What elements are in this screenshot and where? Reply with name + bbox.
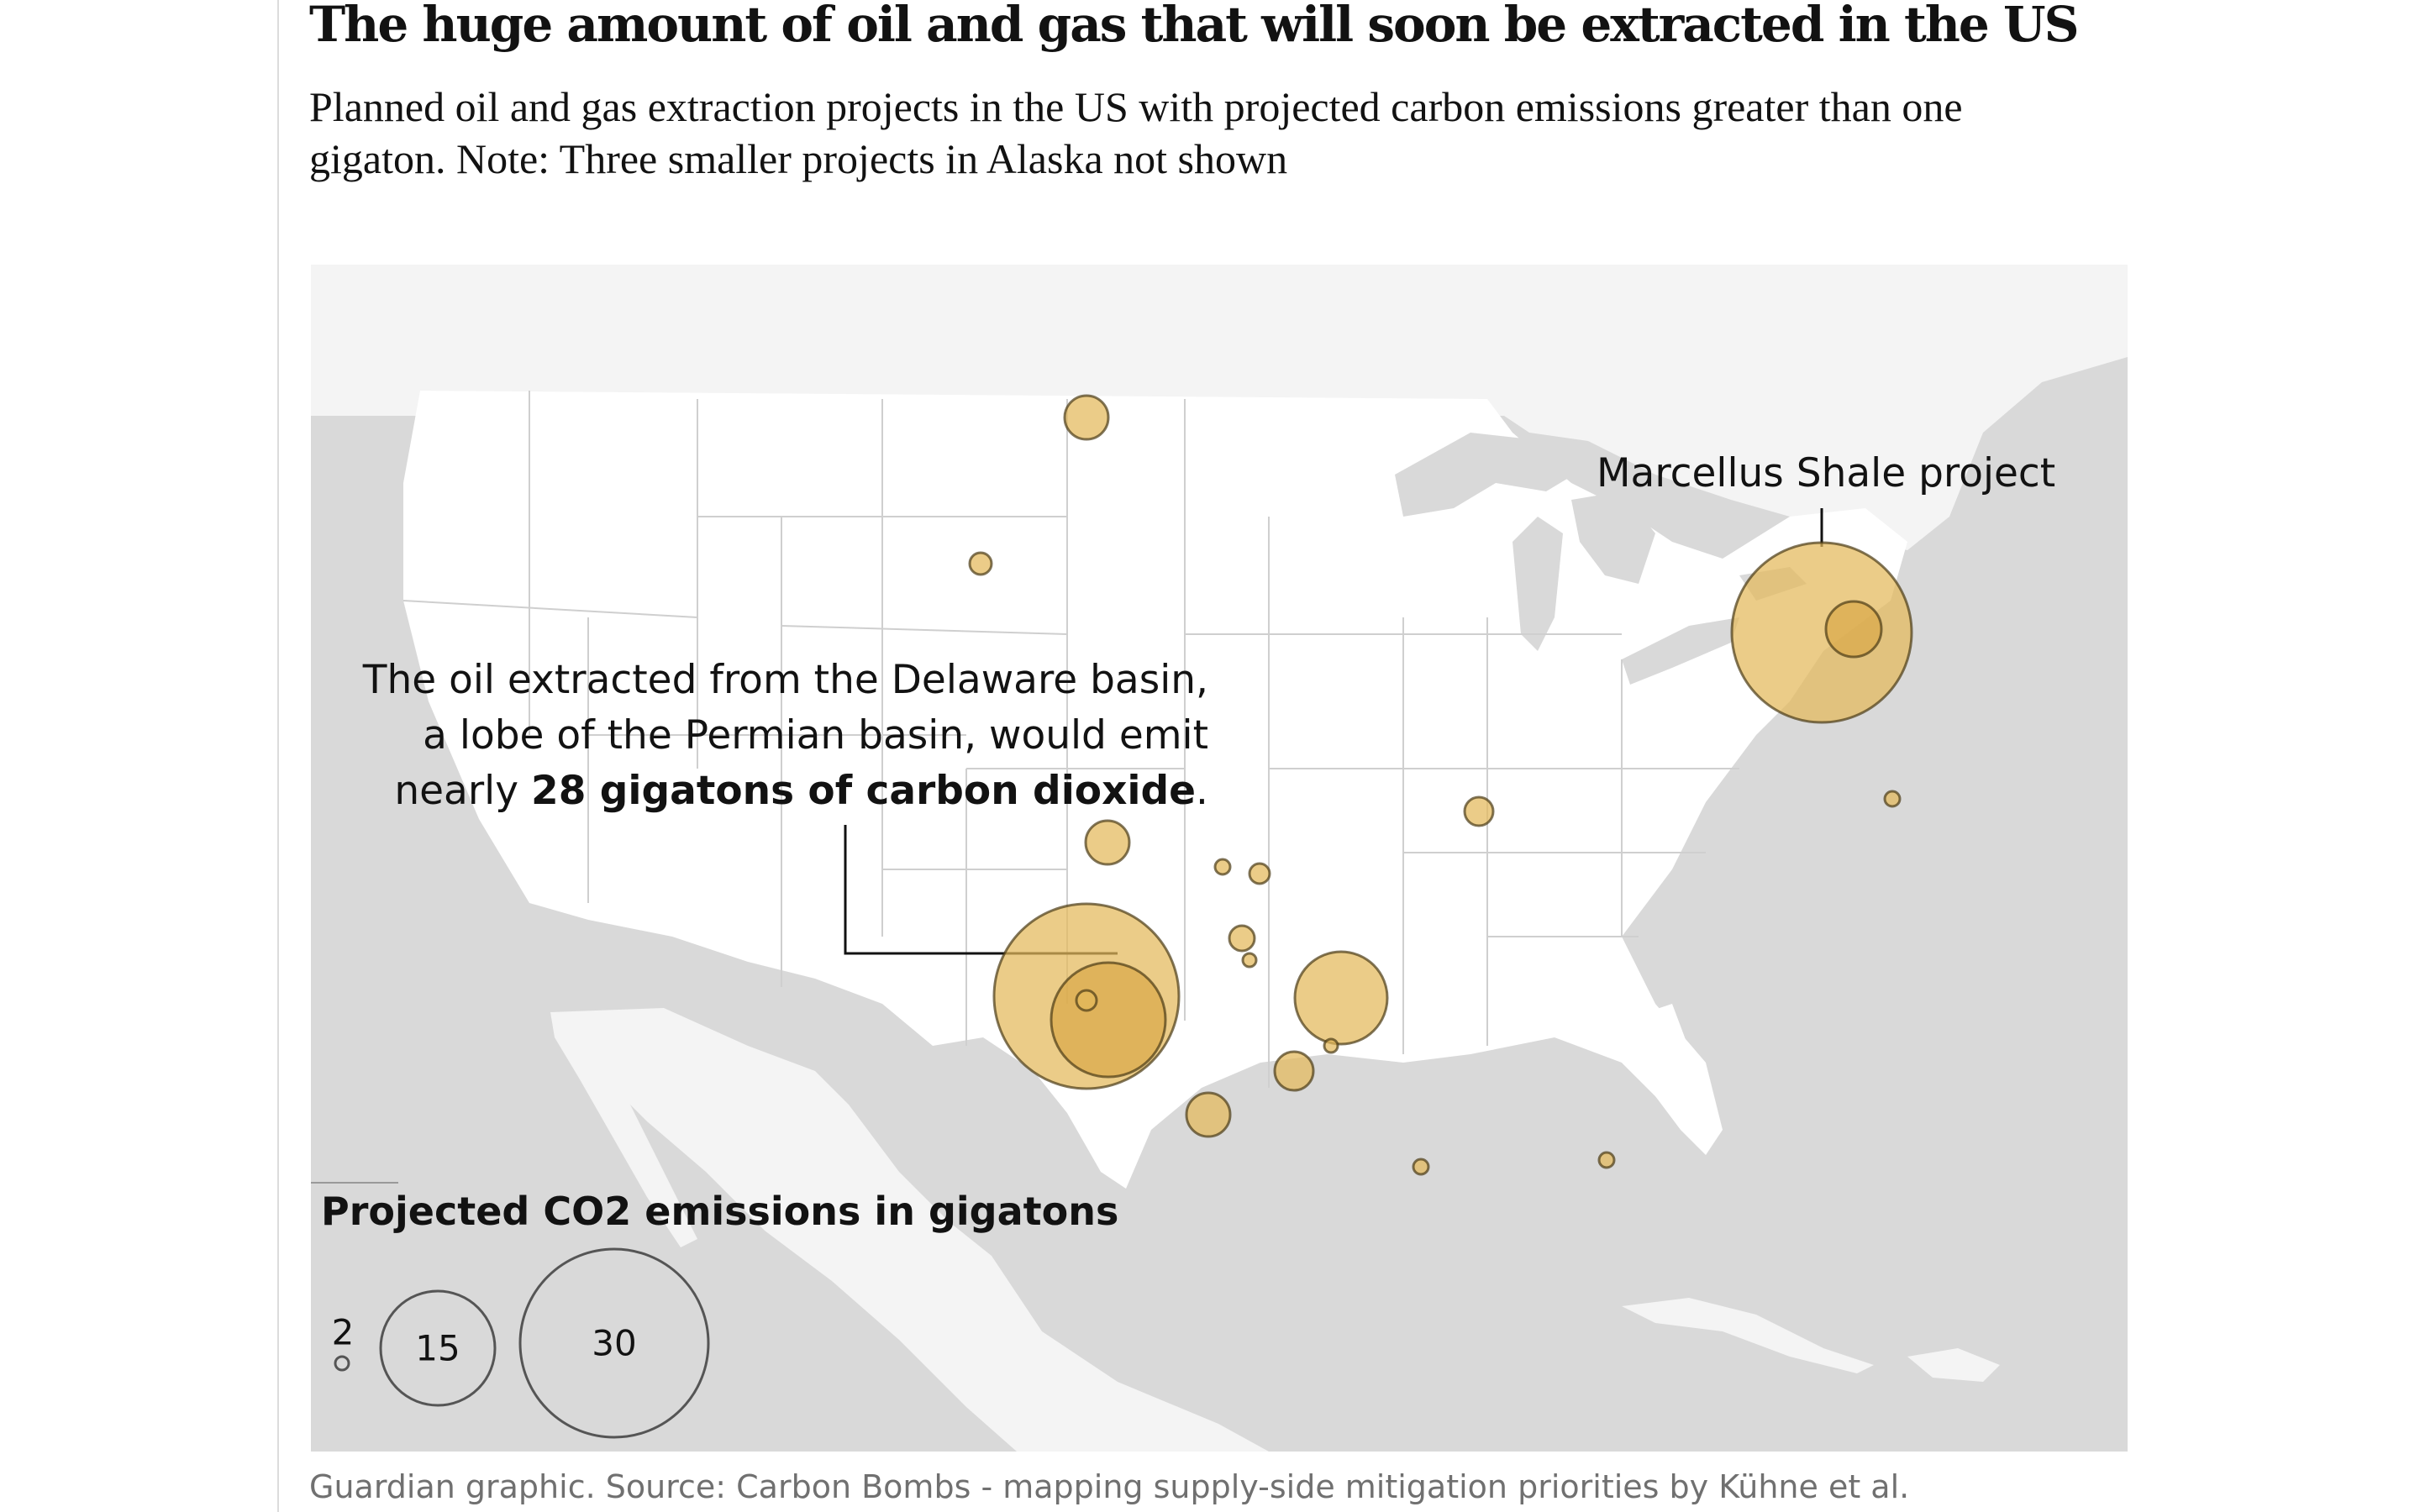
bubble-permian-small <box>1075 989 1098 1012</box>
project-bubbles <box>968 394 1913 1176</box>
bubble-gulf-2 <box>1597 1151 1616 1169</box>
left-rule <box>277 0 279 1512</box>
bubble-wyoming <box>968 551 993 576</box>
map-panel <box>311 265 2128 1452</box>
bubble-bakken <box>1063 394 1110 441</box>
bubble-marcellus <box>1730 541 1913 724</box>
legend-circle-15 <box>379 1289 497 1407</box>
legend-label-30: 30 <box>592 1322 637 1364</box>
annotation-delaware-bold: 28 gigatons of carbon dioxide <box>531 768 1197 814</box>
annotation-delaware-post: . <box>1196 768 1208 814</box>
bubble-texas-north-2 <box>1241 952 1258 969</box>
bubble-eagle-ford <box>1185 1091 1232 1138</box>
bubble-delaware <box>1050 961 1167 1079</box>
great-lakes <box>1395 433 1807 685</box>
bubble-gulf-1 <box>1412 1158 1430 1176</box>
legend-label-15: 15 <box>415 1327 460 1369</box>
source-credit: Guardian graphic. Source: Carbon Bombs -… <box>309 1468 1910 1505</box>
florida <box>1555 1004 1723 1155</box>
bubble-oklahoma-2 <box>1248 862 1271 885</box>
chart-title: The huge amount of oil and gas that will… <box>309 0 2079 53</box>
hispaniola <box>1907 1348 2000 1382</box>
annotation-delaware-line-1: The oil extracted from the Delaware basi… <box>362 657 1208 703</box>
bubble-utica <box>1824 600 1883 659</box>
bubble-houston <box>1273 1050 1315 1092</box>
legend-label-2: 2 <box>331 1311 355 1353</box>
size-legend <box>334 1247 710 1439</box>
annotation-delaware-line-2: a lobe of the Permian basin, would emit <box>423 712 1208 759</box>
annotation-delaware-pre: nearly <box>394 768 519 814</box>
state-borders <box>402 391 1739 1088</box>
baja-land <box>550 1012 697 1247</box>
map-svg <box>311 265 2128 1452</box>
bubble-illinois <box>1463 795 1495 827</box>
legend-circle-2 <box>334 1355 350 1372</box>
annotation-delaware-line-3: nearly 28 gigatons of carbon dioxide. <box>363 764 1208 819</box>
annotation-delaware: The oil extracted from the Delaware basi… <box>363 653 1208 819</box>
bubble-atlantic <box>1883 790 1902 808</box>
chart-subtitle: Planned oil and gas extraction projects … <box>309 83 1963 182</box>
annotation-marcellus: Marcellus Shale project <box>1597 450 2056 496</box>
legend-circle-30 <box>518 1247 710 1439</box>
bubble-louisiana <box>1323 1037 1339 1054</box>
legend-title: Projected CO2 emissions in gigatons <box>321 1189 1119 1234</box>
bubble-oklahoma-1 <box>1213 858 1232 876</box>
bubble-haynesville <box>1293 950 1389 1046</box>
cuba <box>1622 1298 1874 1373</box>
mexico-land <box>550 1008 1269 1452</box>
bubble-anadarko <box>1084 819 1131 866</box>
bubble-texas-north <box>1228 924 1256 953</box>
